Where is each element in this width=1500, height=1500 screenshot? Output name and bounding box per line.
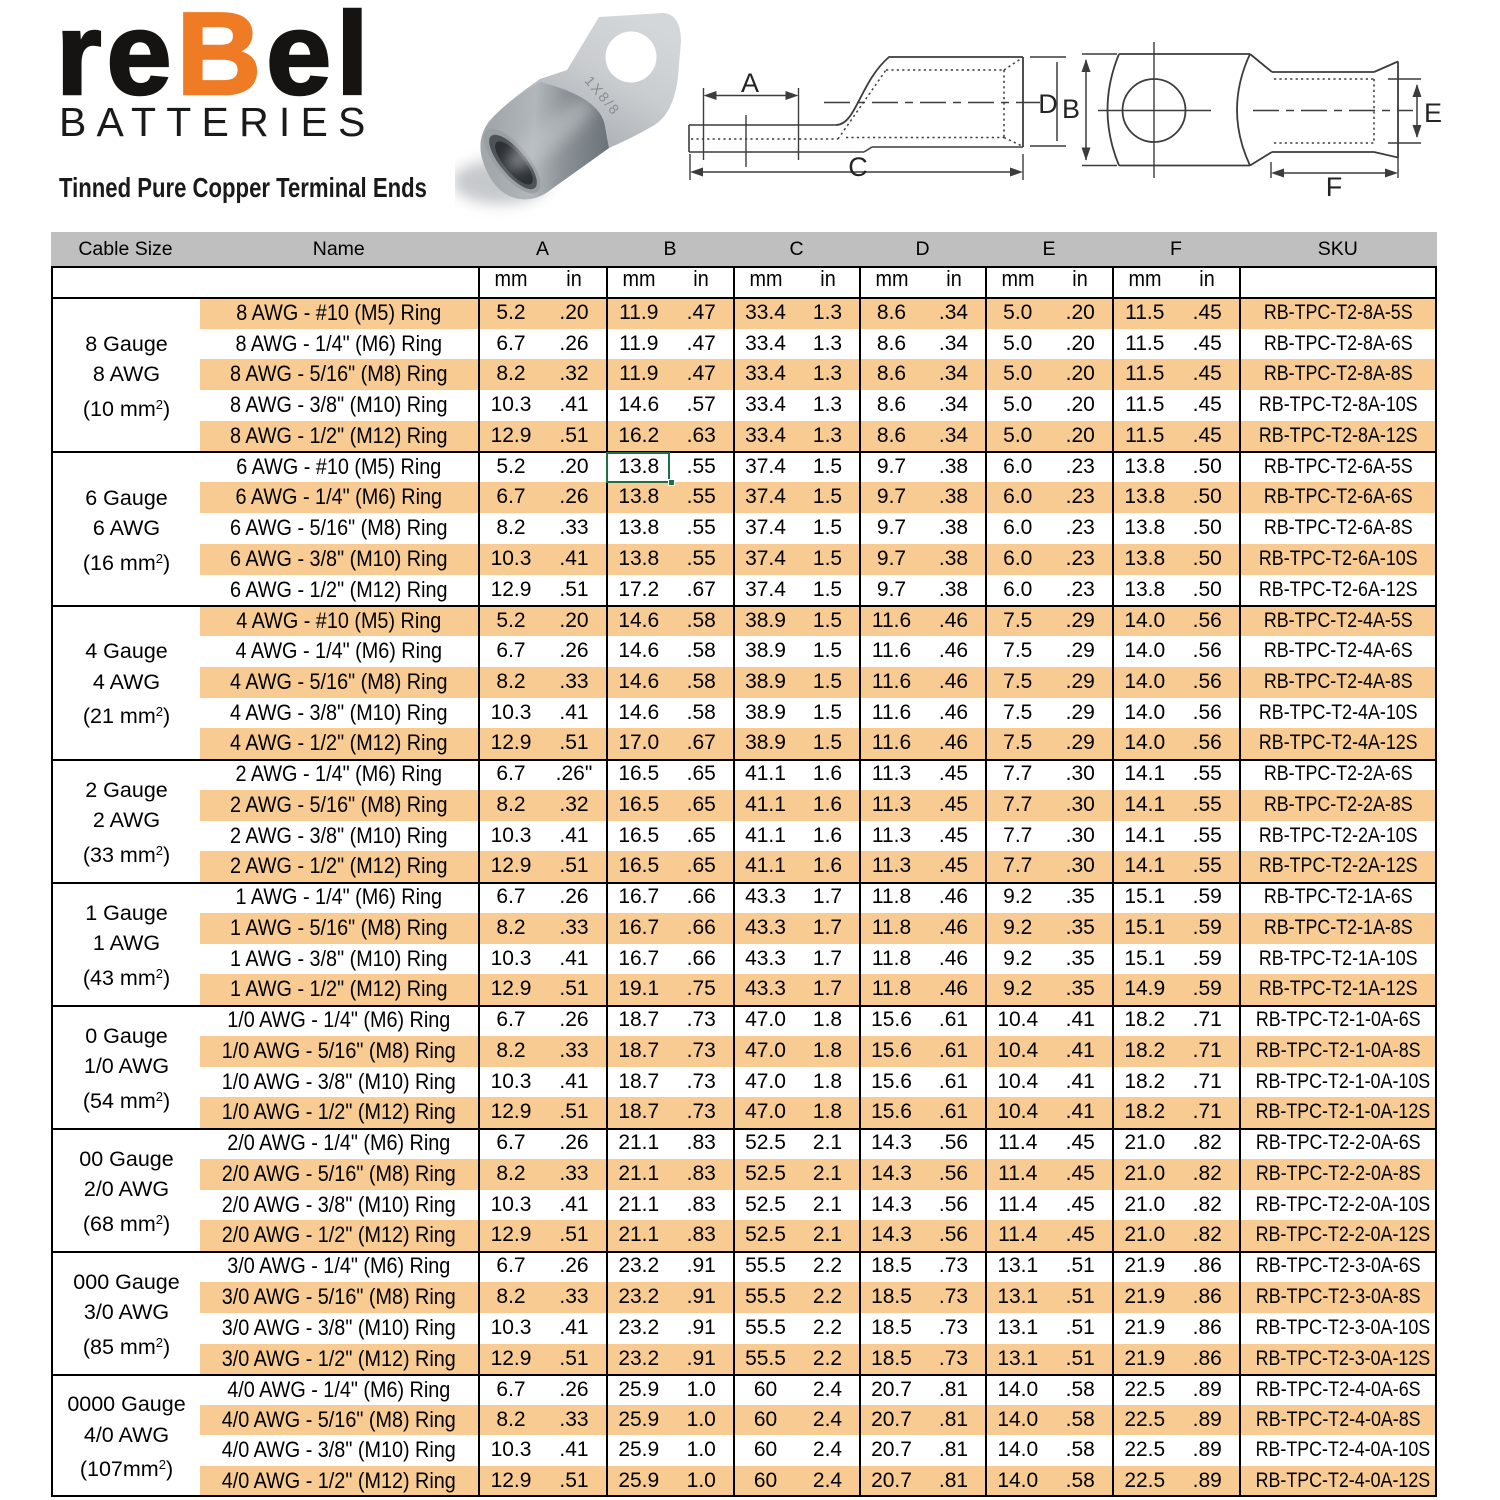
svg-text:A: A bbox=[741, 68, 759, 98]
svg-text:E: E bbox=[1424, 98, 1442, 128]
svg-text:B: B bbox=[1062, 94, 1080, 124]
svg-text:F: F bbox=[1326, 172, 1343, 202]
svg-text:D: D bbox=[1038, 89, 1058, 119]
svg-text:C: C bbox=[848, 152, 868, 182]
